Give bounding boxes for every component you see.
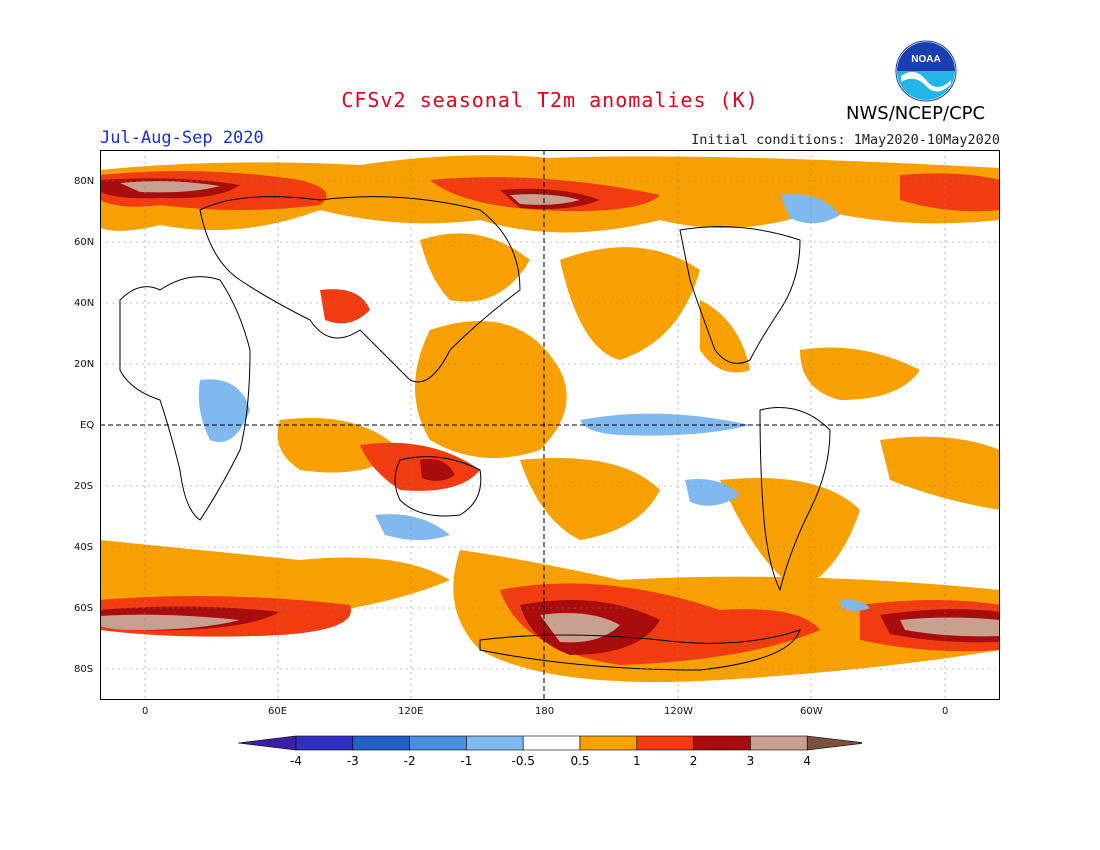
- colorbar-segment: [295, 735, 354, 751]
- graticule: [100, 150, 1000, 700]
- lat-label: 40N: [74, 298, 95, 309]
- lat-label: 80S: [74, 664, 94, 675]
- colorbar-segment: [579, 735, 638, 751]
- lat-label: 20S: [74, 481, 94, 492]
- lon-label: 120W: [664, 706, 693, 717]
- colorbar-tick-label: 0.5: [570, 754, 589, 768]
- colorbar-segment: [806, 735, 862, 751]
- colorbar-tick-label: -2: [404, 754, 416, 768]
- colorbar-segment: [466, 735, 524, 751]
- colorbar-segment: [238, 735, 297, 751]
- chart-title: CFSv2 seasonal T2m anomalies (K): [341, 88, 759, 112]
- anomaly-field-blue: [198, 194, 870, 611]
- organization-label: NWS/NCEP/CPC: [846, 103, 986, 124]
- colorbar-tick-label: -3: [347, 754, 359, 768]
- forecast-period: Jul-Aug-Sep 2020: [100, 128, 264, 148]
- colorbar-segment: [522, 735, 581, 751]
- colorbar-tick-label: -4: [290, 754, 302, 768]
- colorbar-tick-label: 2: [690, 754, 698, 768]
- colorbar-segment: [352, 735, 410, 751]
- lon-label: 0: [142, 706, 149, 717]
- colorbar-segment: [693, 735, 751, 751]
- lon-label: 180: [535, 706, 555, 717]
- lon-label: 60W: [800, 706, 823, 717]
- colorbar-tick-label: 3: [747, 754, 755, 768]
- colorbar-tick-label: 1: [633, 754, 641, 768]
- coastlines: [119, 196, 831, 671]
- colorbar-segment: [750, 735, 808, 751]
- lon-label: 0: [942, 706, 949, 717]
- noaa-logo: NOAA: [895, 40, 957, 102]
- colorbar-segment: [636, 735, 694, 751]
- colorbar-tick-label: -1: [460, 754, 472, 768]
- lat-label: 20N: [74, 359, 95, 370]
- reference-lines: [100, 150, 1000, 700]
- colorbar-tick-label: 4: [803, 754, 811, 768]
- logo-text: NOAA: [911, 54, 940, 65]
- lon-label: 120E: [398, 706, 424, 717]
- colorbar-tick-label: -0.5: [511, 754, 534, 768]
- lat-label: 80N: [74, 176, 95, 187]
- lat-label: 60N: [74, 237, 95, 248]
- lat-label: EQ: [80, 420, 95, 431]
- anomaly-map: [100, 150, 1000, 700]
- lat-label: 40S: [74, 542, 94, 553]
- lon-label: 60E: [268, 706, 288, 717]
- colorbar-legend: -4 -3 -2 -1 -0.5 0.5 1 2 3 4: [238, 735, 862, 768]
- colorbar-segment: [409, 735, 467, 751]
- lat-label: 60S: [74, 603, 94, 614]
- initial-conditions: Initial conditions: 1May2020-10May2020: [691, 132, 1000, 148]
